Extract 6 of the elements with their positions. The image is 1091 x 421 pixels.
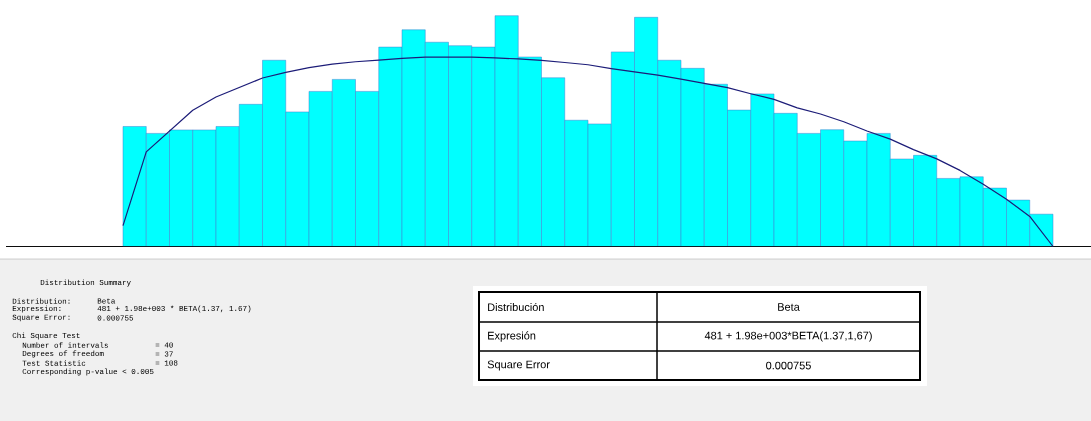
text: 0.000755: [766, 361, 811, 370]
text: Distribución: [488, 302, 544, 312]
text: Beta: [778, 303, 800, 311]
text: Expresión: [488, 331, 536, 342]
text: 481 + 1.98e+003*BETA(1.37,1,67): [704, 331, 872, 342]
text: Square Error: [487, 360, 550, 371]
